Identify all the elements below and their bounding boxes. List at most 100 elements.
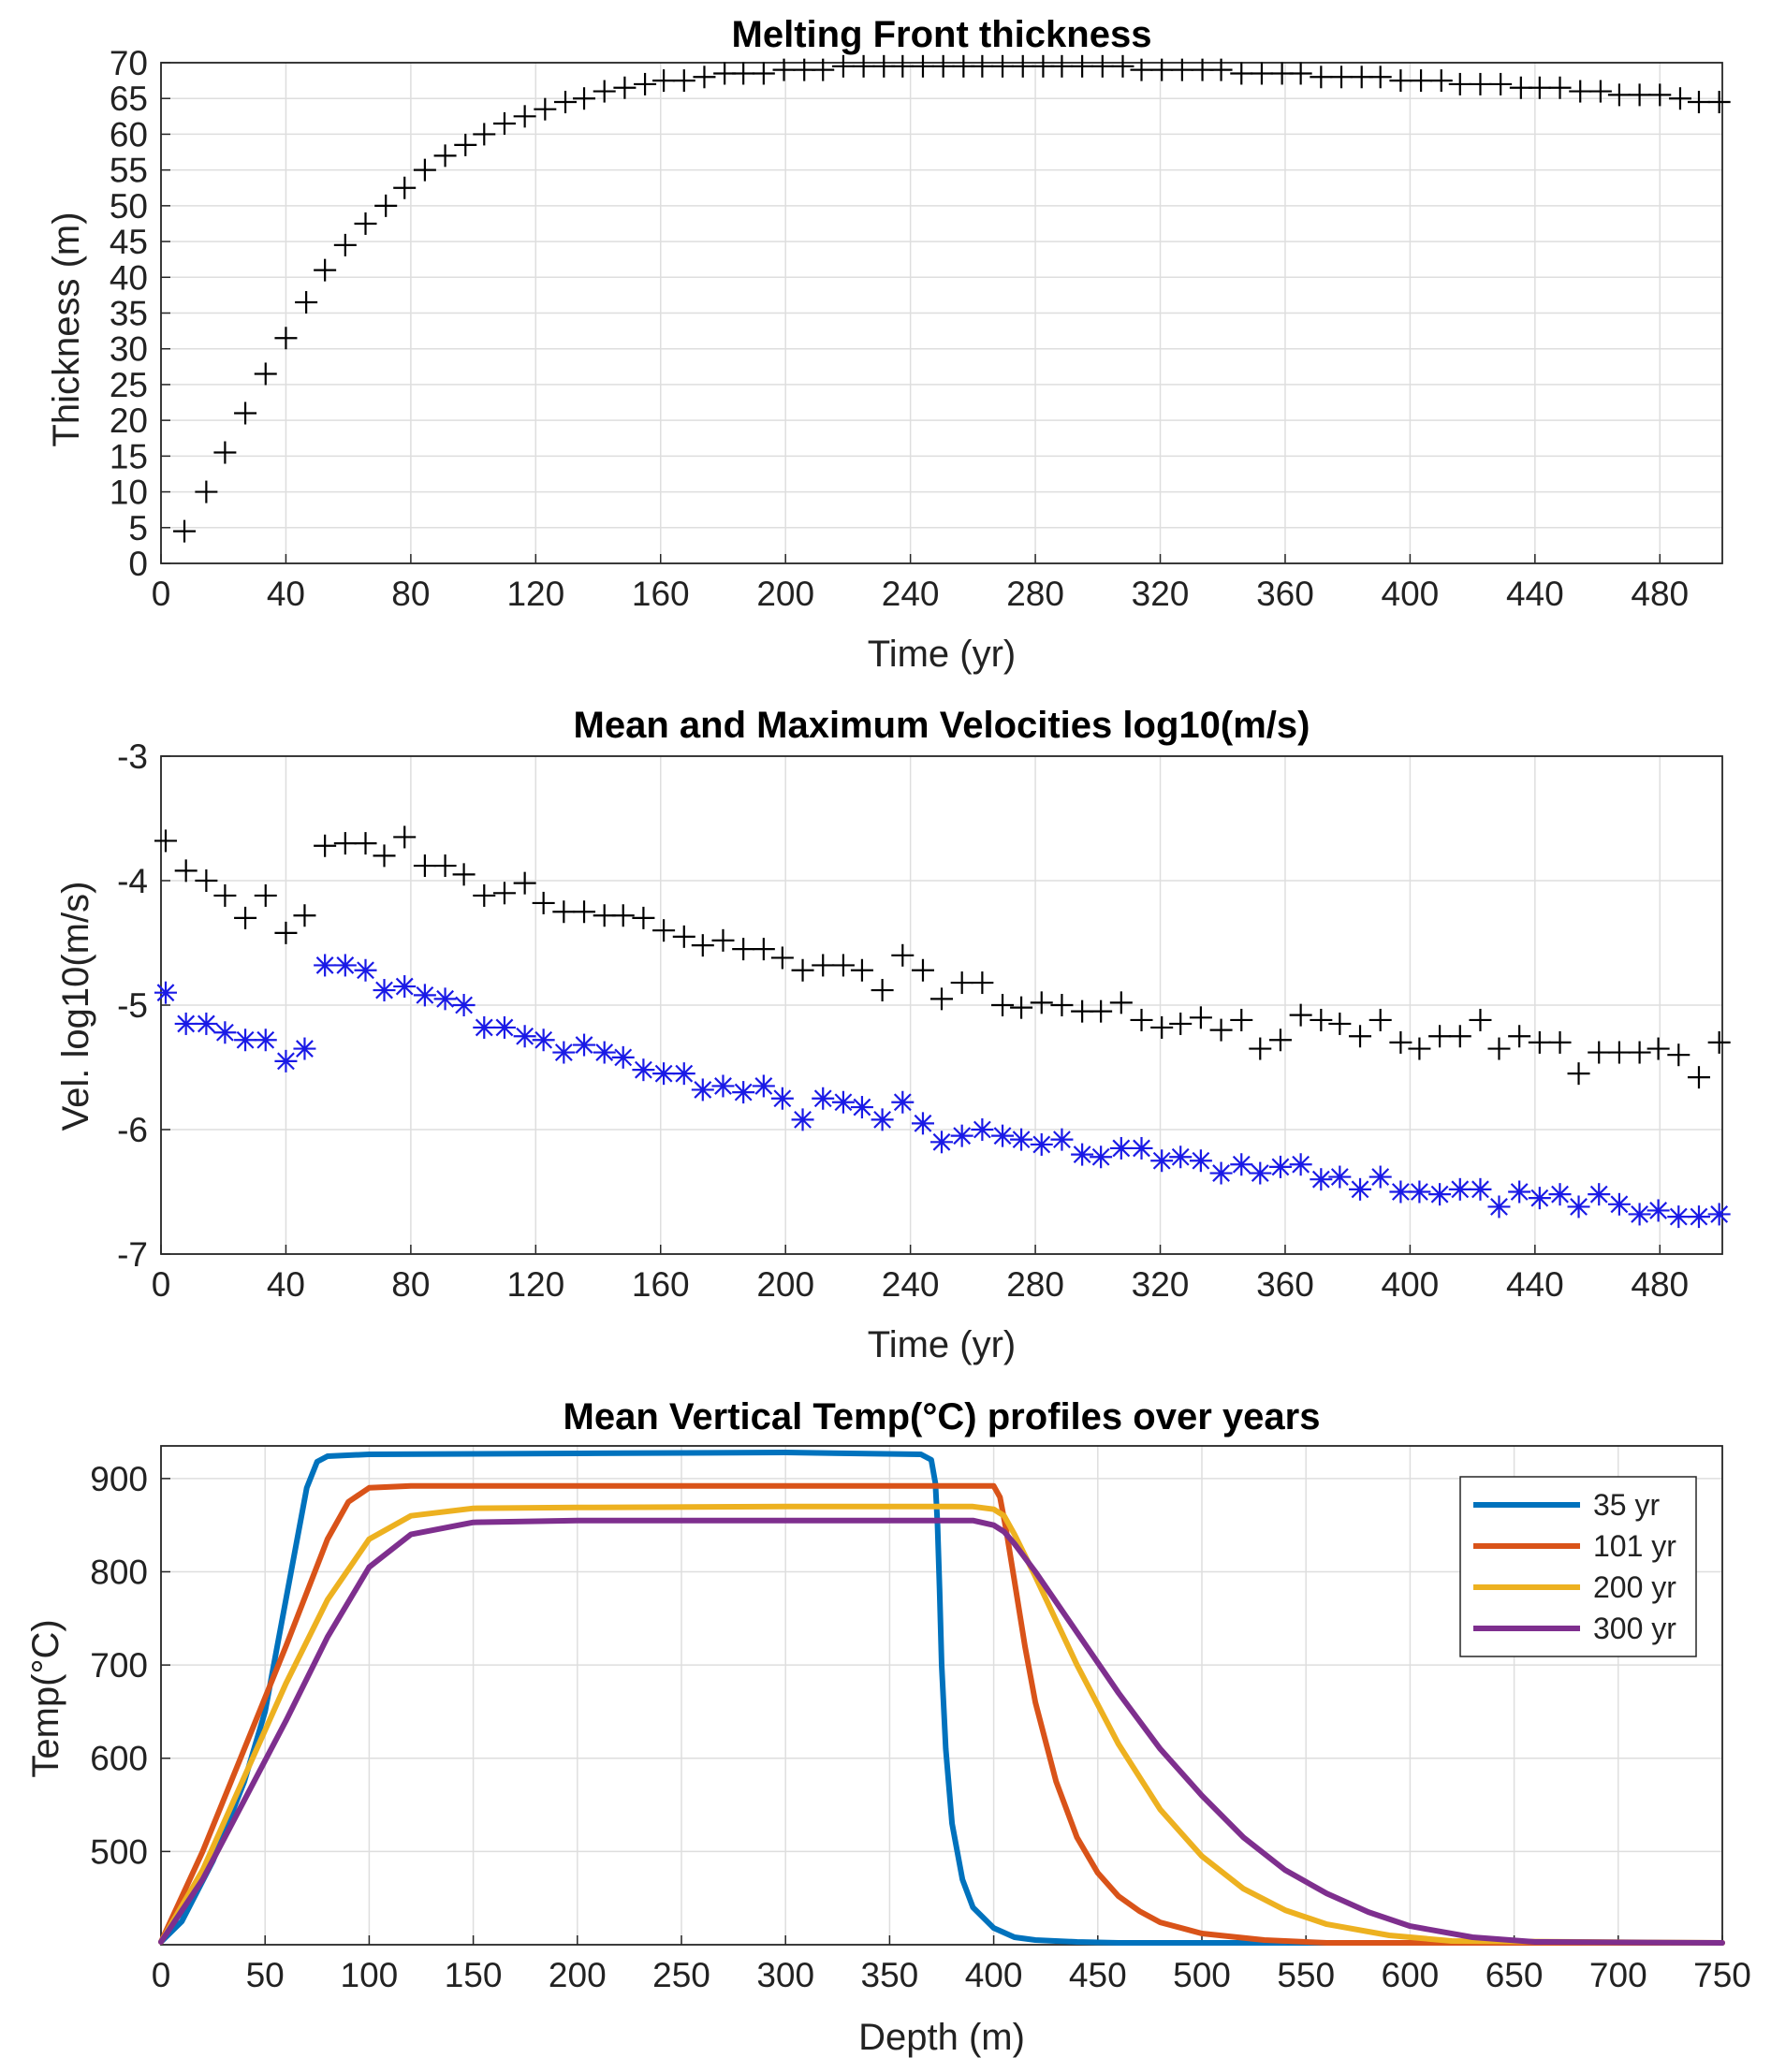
legend-entry: 300 yr: [1593, 1612, 1676, 1645]
data-point: [791, 1108, 814, 1131]
data-point: [613, 76, 637, 99]
data-point: [293, 904, 316, 927]
data-point: [1050, 54, 1074, 78]
data-point: [652, 1062, 676, 1086]
data-point: [1230, 1008, 1253, 1031]
x-tick-label: 360: [1256, 575, 1314, 613]
data-point: [254, 1029, 277, 1052]
series-0: [173, 54, 1731, 543]
data-point: [1328, 1012, 1352, 1035]
x-axis-label: Time (yr): [868, 634, 1016, 675]
chart-velocities: 0 40 80 120 160 200 240 280 320 360 400 440 480 -3 -4 -…: [55, 705, 1731, 1365]
data-point: [234, 1029, 257, 1052]
x-tick-label: 750: [1693, 1956, 1751, 1994]
y-tick-label: -5: [117, 986, 148, 1025]
x-tick-label: 240: [882, 1265, 940, 1304]
data-point: [1687, 91, 1710, 114]
data-point: [911, 1112, 934, 1135]
data-point: [1469, 72, 1492, 95]
data-point: [770, 1087, 794, 1110]
data-point: [1647, 1199, 1670, 1222]
data-point: [433, 144, 457, 168]
data-point: [1548, 1030, 1572, 1054]
data-point: [174, 1012, 198, 1035]
data-point: [234, 401, 257, 425]
data-point: [1249, 1037, 1272, 1060]
data-point: [1588, 1183, 1611, 1206]
data-point: [1548, 76, 1572, 99]
x-tick-label: 400: [1382, 1265, 1440, 1304]
data-point: [1169, 1012, 1193, 1035]
x-axis-label: Depth (m): [858, 2017, 1025, 2058]
y-tick-label: -4: [117, 862, 148, 900]
y-tick-label: 70: [110, 44, 148, 82]
data-point: [971, 1118, 994, 1141]
data-point: [1249, 1161, 1272, 1185]
data-point: [1647, 1037, 1670, 1060]
x-tick-label: 300: [756, 1956, 814, 1994]
axes-box: [160, 62, 1723, 564]
data-point: [1509, 76, 1532, 99]
data-point: [693, 66, 716, 89]
data-point: [634, 72, 657, 95]
data-point: [1508, 1180, 1531, 1204]
series-1: [154, 954, 1731, 1229]
x-tick-label: 80: [391, 575, 430, 613]
data-point: [931, 54, 955, 78]
data-point: [1270, 62, 1294, 85]
data-point: [1628, 83, 1651, 107]
y-axis-label: Vel. log10(m/s): [55, 882, 96, 1131]
data-point: [1289, 1003, 1312, 1027]
series-line-1: [158, 1482, 1725, 1946]
data-point: [1668, 87, 1691, 110]
x-tick-label: 250: [652, 1956, 710, 1994]
data-point: [1349, 1025, 1372, 1048]
data-point: [154, 981, 178, 1004]
data-point: [1487, 1195, 1511, 1218]
data-point: [452, 994, 476, 1016]
data-point: [1428, 1183, 1452, 1206]
data-point: [1109, 1136, 1133, 1160]
data-point: [1588, 80, 1612, 103]
data-point: [413, 158, 436, 182]
data-point: [1607, 1041, 1631, 1064]
x-tick-label: 0: [152, 575, 171, 613]
data-point: [1687, 1066, 1710, 1089]
data-point: [1429, 69, 1453, 93]
data-point: [1169, 1145, 1193, 1169]
data-point: [213, 441, 237, 464]
x-tick-label: 0: [152, 1265, 171, 1304]
x-tick-label: 400: [1382, 575, 1440, 613]
data-point: [1328, 1165, 1352, 1189]
data-point: [1667, 1205, 1690, 1229]
axes-box: [160, 1445, 1723, 1946]
data-point: [1209, 1018, 1233, 1042]
series-line-3: [158, 1517, 1725, 1946]
data-point: [413, 984, 436, 1007]
x-tick-label: 280: [1006, 575, 1064, 613]
data-point: [354, 832, 377, 855]
data-point: [274, 1049, 298, 1072]
data-point: [1548, 1183, 1572, 1206]
data-point: [1011, 54, 1034, 78]
data-point: [891, 943, 915, 967]
x-axis-label: Time (yr): [868, 1324, 1016, 1365]
data-point: [1707, 1030, 1731, 1054]
data-point: [1349, 1177, 1372, 1201]
y-tick-label: 800: [90, 1553, 148, 1591]
data-point: [1090, 54, 1114, 78]
x-tick-label: 440: [1506, 1265, 1564, 1304]
data-point: [930, 987, 953, 1011]
data-point: [971, 971, 994, 995]
data-point: [254, 362, 277, 386]
series-line-2: [158, 1503, 1725, 1946]
y-tick-label: 40: [110, 258, 148, 297]
data-point: [573, 900, 596, 924]
x-tick-label: 350: [861, 1956, 919, 1994]
data-point: [173, 519, 197, 543]
data-point: [711, 1074, 735, 1098]
data-point: [1350, 66, 1373, 89]
data-layer: [154, 825, 1731, 1229]
data-point: [1368, 66, 1392, 89]
data-point: [1569, 80, 1592, 103]
